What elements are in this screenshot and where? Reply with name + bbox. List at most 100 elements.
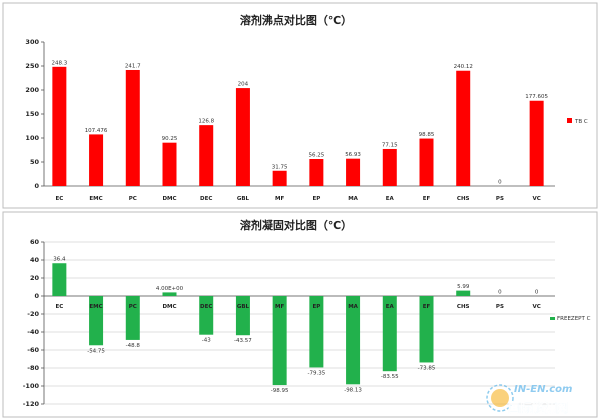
- bar-gbl: [235, 296, 250, 336]
- x-tick-label: VC: [532, 196, 540, 202]
- sun-icon: [491, 389, 509, 407]
- legend-swatch: [567, 118, 572, 123]
- x-tick-label: DMC: [162, 196, 176, 202]
- x-tick-label: PC: [129, 304, 137, 310]
- x-tick-label: VC: [532, 304, 540, 310]
- data-label: 4.00E+00: [156, 286, 184, 292]
- chart-1: 溶剂沸点对比图（℃） 0 50 100 150 200 250 300 248.3 EC 107.4…: [2, 2, 598, 209]
- x-tick-label: MA: [348, 304, 358, 310]
- bar-pc: [125, 296, 140, 340]
- y-tick-label: -60: [27, 346, 39, 354]
- x-tick-label: EMC: [89, 304, 102, 310]
- y-tick-label: 20: [30, 274, 40, 282]
- data-label: -98.95: [271, 388, 289, 394]
- data-label: 0: [498, 290, 502, 296]
- bar-ef: [419, 138, 434, 186]
- bar-dmc: [162, 292, 177, 296]
- x-tick-label: PC: [129, 196, 137, 202]
- bar-emc: [89, 134, 104, 186]
- x-tick-label: DMC: [162, 304, 176, 310]
- data-label: 5.99: [457, 284, 470, 290]
- y-tick-label: 100: [25, 134, 39, 142]
- bar-mf: [272, 296, 287, 386]
- bar-pc: [125, 69, 140, 186]
- bar-chs: [456, 290, 471, 296]
- x-tick-label: PS: [496, 196, 504, 202]
- watermark-logo: IN-EN.com 国际能源网: [486, 384, 572, 415]
- data-label: -98.13: [344, 387, 362, 393]
- bar-ea: [382, 296, 397, 372]
- data-label: -73.85: [418, 365, 436, 371]
- chart-title: 溶剂沸点对比图（℃）: [240, 13, 352, 27]
- watermark-text-en: IN-EN.com: [514, 384, 572, 395]
- bar-dec: [199, 296, 214, 335]
- data-label: -79.35: [307, 370, 325, 376]
- data-label: 31.75: [272, 164, 288, 170]
- bar-ep: [309, 296, 324, 368]
- y-tick-label: -40: [27, 328, 39, 336]
- bar-ea: [382, 148, 397, 186]
- data-label: 90.25: [162, 136, 178, 142]
- y-tick-label: 300: [25, 38, 39, 46]
- bar-ep: [309, 159, 324, 186]
- x-tick-label: EP: [312, 304, 320, 310]
- x-tick-label: CHS: [457, 196, 470, 202]
- data-label: 77.15: [382, 142, 398, 148]
- x-tick-label: EF: [423, 196, 431, 202]
- y-tick-label: 0: [34, 182, 39, 190]
- x-tick-label: CHS: [457, 304, 470, 310]
- x-tick-label: GBL: [237, 304, 250, 310]
- data-label: 241.7: [125, 63, 141, 69]
- chart-title: 溶剂凝固对比图（℃）: [240, 218, 352, 232]
- legend-swatch: [550, 317, 555, 320]
- bar-ef: [419, 296, 434, 363]
- data-label: 240.12: [454, 64, 473, 70]
- x-tick-label: EA: [386, 304, 395, 310]
- bar-ec: [52, 66, 67, 186]
- data-label: 204: [238, 82, 249, 88]
- data-label: 248.3: [51, 60, 67, 66]
- legend-label: FREEZEPT C: [557, 316, 591, 322]
- data-label: -48.8: [126, 343, 141, 349]
- bar-gbl: [235, 88, 250, 186]
- x-tick-label: MA: [348, 196, 358, 202]
- data-label: -43: [202, 338, 211, 344]
- data-label: 0: [535, 290, 539, 296]
- legend-label: TB C: [574, 119, 588, 125]
- x-tick-label: EA: [386, 196, 395, 202]
- y-tick-label: -80: [27, 364, 39, 372]
- data-label: -43.57: [234, 338, 252, 344]
- bar-mf: [272, 170, 287, 186]
- y-tick-label: 200: [25, 86, 39, 94]
- chart-2: 溶剂凝固对比图（℃） 60 40 20 0 -20 -40 -60 -80 -100 -120 36.…: [2, 211, 598, 418]
- x-tick-label: MF: [275, 196, 284, 202]
- x-tick-label: GBL: [237, 196, 250, 202]
- y-tick-label: -100: [23, 382, 40, 390]
- y-tick-label: -120: [23, 400, 40, 408]
- y-tick-label: 0: [34, 292, 39, 300]
- bar-vc: [529, 100, 544, 186]
- x-tick-label: EP: [312, 196, 320, 202]
- x-tick-label: EMC: [89, 196, 102, 202]
- y-tick-label: 250: [25, 62, 39, 70]
- y-tick-label: 50: [30, 158, 40, 166]
- data-label: 177.605: [525, 94, 548, 100]
- data-label: 107.476: [85, 128, 108, 134]
- y-tick-label: -20: [27, 310, 39, 318]
- y-tick-label: 40: [30, 256, 40, 264]
- bar-emc: [89, 296, 104, 346]
- x-tick-label: MF: [275, 304, 284, 310]
- bar-chs: [456, 70, 471, 186]
- x-tick-label: DEC: [200, 196, 212, 202]
- x-tick-label: EC: [55, 304, 63, 310]
- data-label: 36.4: [53, 257, 66, 263]
- data-label: 56.25: [308, 153, 324, 159]
- data-label: 0: [498, 180, 502, 186]
- bar-ec: [52, 263, 67, 296]
- bar-dmc: [162, 142, 177, 186]
- bar-ma: [346, 296, 361, 385]
- sun-ring-icon: [486, 384, 514, 412]
- y-tick-label: 60: [30, 238, 40, 246]
